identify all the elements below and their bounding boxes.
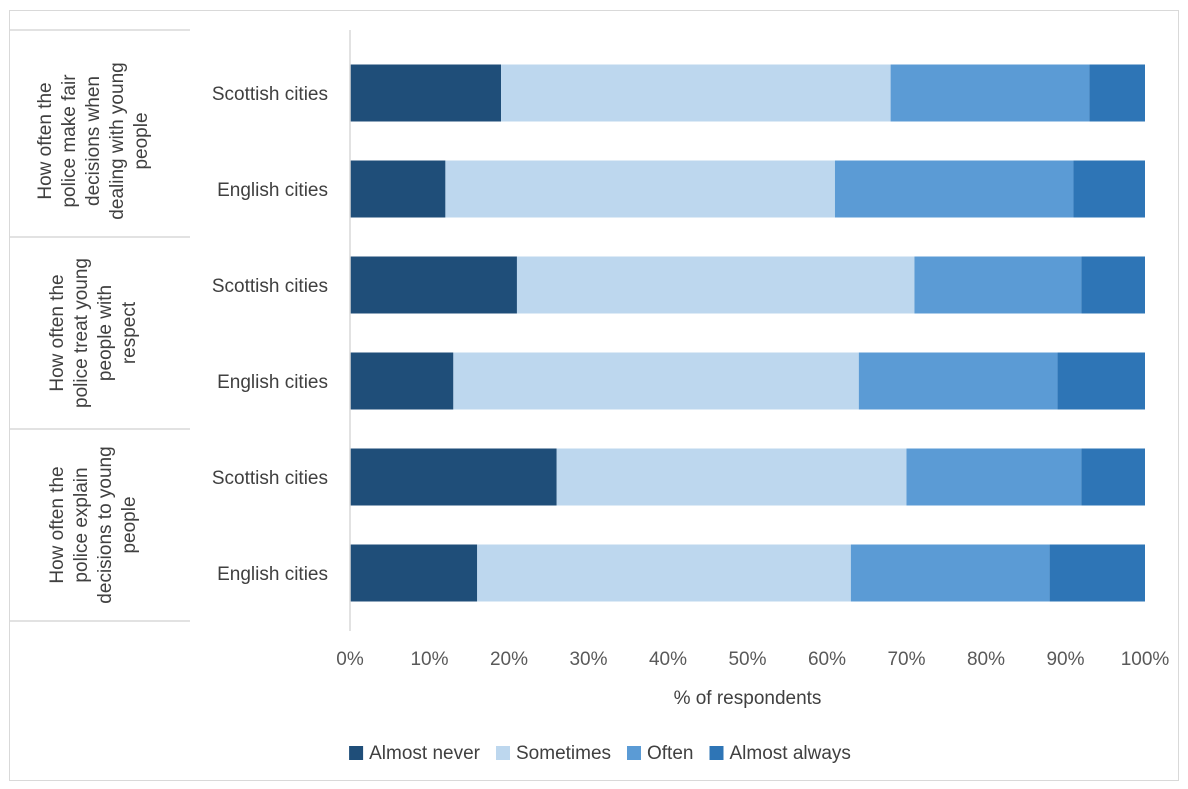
bars [350,64,1145,602]
legend-swatch [709,746,724,760]
x-axis-title: % of respondents [674,688,822,709]
x-tick-label: 100% [1121,649,1170,670]
bar-segment-almost-never-row-1 [350,64,502,122]
x-tick-label: 20% [490,649,528,670]
group-label: How often the police make fair decisions w… [35,62,152,219]
bar-segment-almost-never-row-4 [350,352,454,410]
legend-swatch [627,746,641,760]
legend-item: Sometimes [496,743,611,764]
legend-item: Almost always [709,743,851,764]
legend-swatch [496,746,510,760]
category-label: Scottish cities [212,468,328,489]
x-tick-label: 10% [410,649,448,670]
x-tick-label: 60% [808,649,846,670]
bar-segment-sometimes-row-3 [516,256,915,314]
legend-swatch [349,746,364,760]
bar-segment-almost-never-row-6 [350,544,478,602]
bar-segment-almost-always-row-2 [1073,160,1145,218]
legend-label: Sometimes [516,743,611,764]
legend-label: Often [647,743,693,764]
group-labels: How often the police make fair decisions w… [10,29,190,622]
category-label: English cities [217,372,328,393]
bar-segment-often-row-4 [858,352,1058,410]
x-tick-label: 30% [569,649,607,670]
bar-segment-almost-never-row-5 [350,448,557,506]
bar-segment-often-row-6 [850,544,1050,602]
category-label: English cities [217,564,328,585]
bar-segment-almost-always-row-4 [1057,352,1145,410]
bar-segment-often-row-5 [906,448,1082,506]
group-label: How often the police treat young people wi… [47,258,140,408]
x-tick-label: 50% [728,649,766,670]
bar-segment-almost-always-row-1 [1089,64,1145,122]
stacked-bar-chart: How often the police make fair decisions w… [10,29,1169,764]
x-tick-label: 40% [649,649,687,670]
bar-segment-often-row-2 [834,160,1074,218]
bar-segment-sometimes-row-1 [501,64,891,122]
bar-segment-often-row-1 [890,64,1090,122]
bar-segment-sometimes-row-4 [453,352,859,410]
category-label: Scottish cities [212,276,328,297]
legend-label: Almost always [730,743,851,764]
bar-segment-sometimes-row-2 [445,160,835,218]
legend: Almost never Sometimes Often Almost always [349,743,851,764]
bar-segment-often-row-3 [914,256,1082,314]
category-labels: Scottish cities English cities Scottish ci… [212,84,328,585]
group-label: How often the police explain decisions to … [47,446,140,603]
bar-segment-almost-never-row-2 [350,160,446,218]
bar-segment-almost-always-row-6 [1049,544,1145,602]
category-label: English cities [217,180,328,201]
legend-label: Almost never [369,743,481,764]
x-tick-label: 80% [967,649,1005,670]
chart-frame: How often the police make fair decisions w… [9,10,1179,781]
x-axis: 0% 10% 20% 30% 40% 50% 60% 70% 80% 90% 100% [336,30,1169,670]
x-tick-label: 0% [336,649,364,670]
bar-segment-sometimes-row-5 [556,448,907,506]
legend-item: Almost never [349,743,481,764]
legend-item: Often [627,743,693,764]
bar-segment-almost-always-row-3 [1081,256,1145,314]
bar-segment-almost-never-row-3 [350,256,517,314]
category-label: Scottish cities [212,84,328,105]
bar-segment-sometimes-row-6 [477,544,851,602]
bar-segment-almost-always-row-5 [1081,448,1145,506]
x-tick-label: 90% [1046,649,1084,670]
x-tick-label: 70% [887,649,925,670]
